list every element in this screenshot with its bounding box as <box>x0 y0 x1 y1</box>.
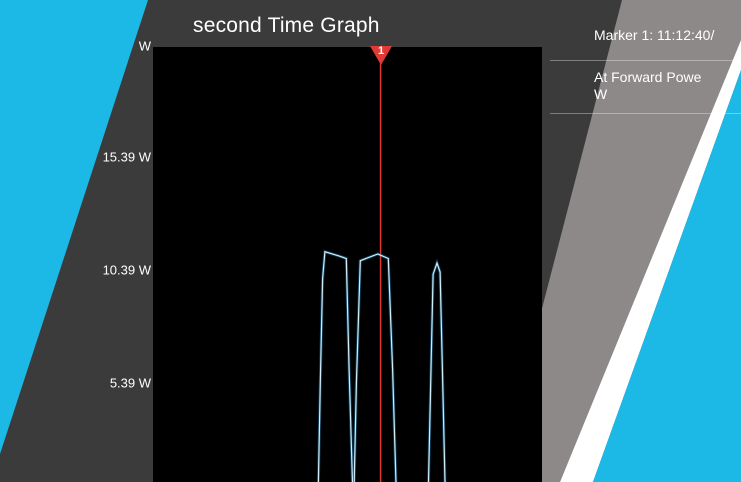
y-tick-label: 10.39 W <box>102 262 151 278</box>
right-blue-wedge <box>593 70 741 482</box>
graph-title: second Time Graph <box>193 14 380 37</box>
panel-divider <box>550 60 741 61</box>
forward-power-label: At Forward Powe <box>594 69 702 85</box>
left-blue-wedge <box>0 0 148 454</box>
plot-canvas <box>316 47 447 482</box>
y-axis-unit-label: W <box>138 38 151 54</box>
panel-divider <box>550 113 741 114</box>
gray-stripe <box>497 0 741 482</box>
forward-power-readout: At Forward Powe W <box>594 69 741 103</box>
marker-triangle-icon <box>370 46 392 65</box>
marker-readout: Marker 1: 11:12:40/ <box>594 27 715 43</box>
marker-flag[interactable]: 1 <box>370 45 392 66</box>
white-stripe <box>560 40 741 482</box>
y-tick-label: 5.39 W <box>109 375 151 391</box>
marker-info-panel: Marker 1: 11:12:40/ At Forward Powe W <box>550 0 741 482</box>
forward-power-value: W <box>594 86 608 102</box>
power-trace <box>317 250 446 482</box>
y-tick-label: 15.39 W <box>102 149 151 165</box>
marker-number: 1 <box>377 45 385 57</box>
time-graph-plot[interactable] <box>153 47 542 482</box>
